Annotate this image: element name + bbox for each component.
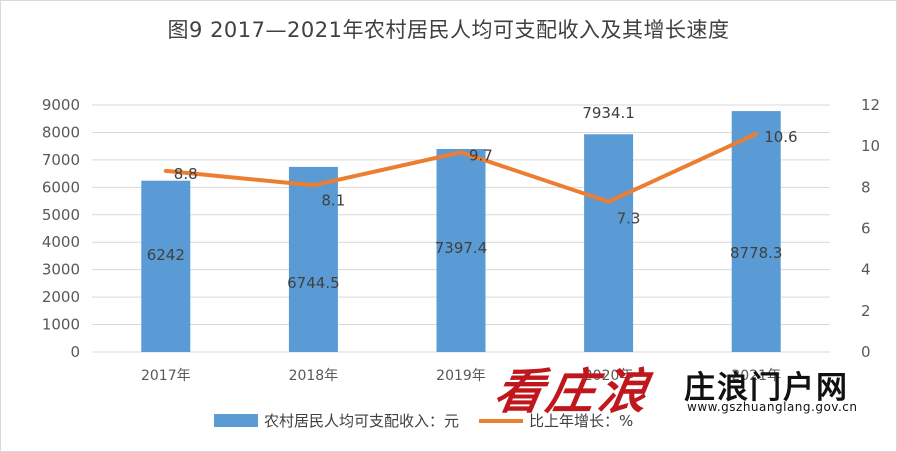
- y-right-tick-label: 10: [861, 137, 880, 155]
- watermark: 看庄浪 庄浪门户网 www.gszhuanglang.gov.cn: [490, 352, 897, 422]
- bar: [731, 111, 781, 352]
- bar: [288, 166, 338, 352]
- chart-title: 图9 2017—2021年农村居民人均可支配收入及其增长速度: [167, 18, 730, 42]
- line-data-label: 9.7: [469, 146, 493, 164]
- y-left-tick-label: 9000: [42, 96, 80, 114]
- bar: [141, 180, 191, 352]
- legend-line-label: 比上年增长：%: [529, 412, 634, 430]
- x-tick-label: 2020年: [584, 368, 634, 384]
- x-tick-label: 2019年: [436, 368, 486, 384]
- y-left-tick-label: 2000: [42, 288, 80, 306]
- y-left-tick-label: 8000: [42, 123, 80, 141]
- bar: [436, 148, 486, 352]
- legend-line-swatch: [479, 418, 524, 423]
- y-left-tick-label: 4000: [42, 233, 80, 251]
- bar-data-label: 7934.1: [582, 104, 635, 122]
- line-data-label: 10.6: [764, 128, 797, 146]
- y-left-tick-label: 5000: [42, 206, 80, 224]
- y-left-tick-label: 7000: [42, 151, 80, 169]
- y-right-tick-label: 6: [861, 220, 871, 238]
- y-right-tick-label: 12: [861, 96, 880, 114]
- legend-bar-swatch: [214, 414, 258, 427]
- watermark-url: www.gszhuanglang.gov.cn: [687, 400, 858, 414]
- x-tick-label: 2017年: [141, 368, 191, 384]
- line-data-label: 8.1: [321, 191, 345, 209]
- y-right-tick-label: 2: [861, 302, 871, 320]
- bar-data-label: 6744.5: [287, 274, 340, 292]
- y-left-tick-label: 0: [70, 343, 80, 361]
- y-left-tick-label: 3000: [42, 261, 80, 279]
- x-tick-label: 2018年: [289, 368, 339, 384]
- legend-bar-label: 农村居民人均可支配收入：元: [264, 412, 460, 430]
- bar-data-label: 8778.3: [730, 244, 783, 262]
- y-left-tick-label: 6000: [42, 178, 80, 196]
- line-data-label: 8.8: [174, 165, 198, 183]
- y-right-tick-label: 8: [861, 178, 871, 196]
- bar-data-label: 7397.4: [435, 239, 488, 257]
- line-data-label: 7.3: [617, 210, 641, 228]
- bar-data-label: 6242: [147, 246, 185, 264]
- watermark-brand: 看庄浪: [490, 364, 657, 420]
- growth-line: [163, 131, 759, 204]
- y-left-tick-label: 1000: [42, 316, 80, 334]
- x-tick-label: 2021年: [731, 368, 781, 384]
- watermark-site-name: 庄浪门户网: [684, 370, 849, 406]
- bar: [584, 134, 634, 352]
- legend: 农村居民人均可支配收入：元 比上年增长：%: [214, 410, 633, 431]
- y-right-tick-label: 4: [861, 261, 871, 279]
- y-right-tick-label: 0: [861, 343, 871, 361]
